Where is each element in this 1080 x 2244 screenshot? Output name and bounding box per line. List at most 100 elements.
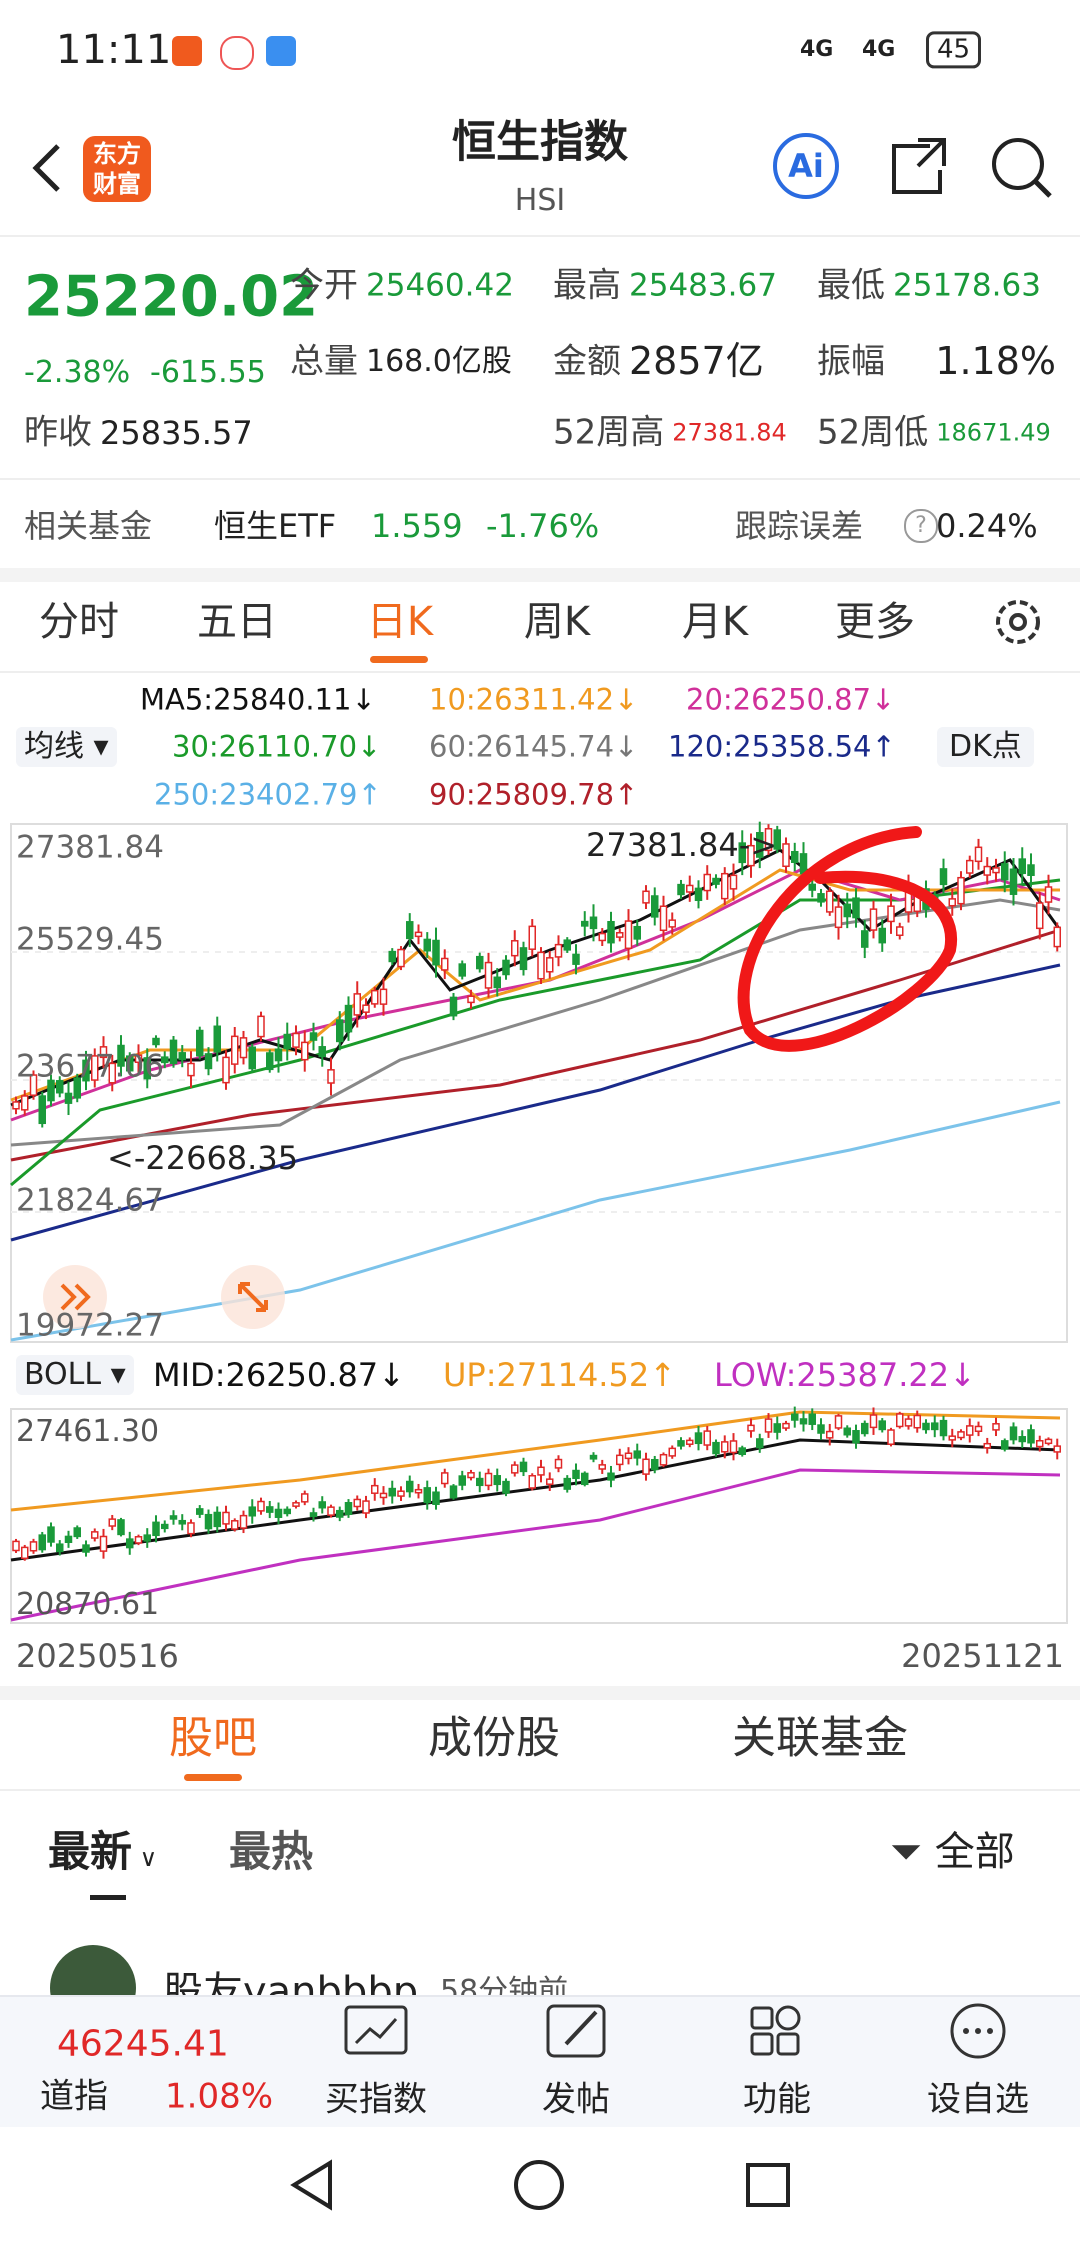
candle <box>344 1502 353 1515</box>
community-tab[interactable]: 关联基金 <box>732 1712 908 1764</box>
boll-selector[interactable]: BOLL ▾ <box>16 1355 134 1395</box>
logo[interactable]: 东方 财富 <box>83 136 151 202</box>
filter[interactable]: ⏷ 全部 <box>890 1829 1015 1875</box>
share-icon[interactable] <box>892 138 946 194</box>
candle <box>1018 1436 1026 1443</box>
candle <box>1001 1440 1009 1450</box>
boll-mid <box>10 1438 1061 1562</box>
help-icon[interactable]: ? <box>904 509 938 543</box>
settings-icon[interactable] <box>996 600 1040 644</box>
ma-legend: 10:26311.42↓ <box>429 682 639 717</box>
candle <box>99 1535 108 1552</box>
ma60 <box>10 898 1061 1147</box>
action-label[interactable]: 发帖 <box>542 2079 610 2120</box>
candle <box>607 1472 615 1481</box>
candle <box>642 890 650 904</box>
action-label[interactable]: 买指数 <box>325 2079 427 2120</box>
candle <box>29 1074 38 1096</box>
field-value: 27381.84 <box>672 418 787 447</box>
candle <box>869 908 878 931</box>
candle <box>572 953 580 965</box>
boll-low <box>10 1468 1061 1622</box>
action-label[interactable]: 设自选 <box>927 2079 1029 2120</box>
candle <box>948 1435 956 1441</box>
candle <box>852 897 860 919</box>
candle <box>152 1037 160 1046</box>
sort-latest[interactable]: 最新 ∨ <box>48 1826 158 1876</box>
candle <box>782 843 790 868</box>
candle <box>756 832 764 858</box>
y-axis-label: 27381.84 <box>16 829 164 866</box>
candle <box>318 1046 326 1058</box>
back-icon[interactable] <box>32 144 60 192</box>
candle <box>843 1427 851 1436</box>
field-value: 2857亿 <box>629 339 764 384</box>
candle <box>117 1519 125 1536</box>
candle <box>423 1487 431 1504</box>
index-name: 道指 <box>40 2076 108 2117</box>
period-tab[interactable]: 五日 <box>197 599 277 645</box>
candle <box>292 1502 300 1507</box>
candle <box>449 1485 458 1499</box>
high-note: 27381.84-> <box>586 825 778 864</box>
candle <box>712 877 720 885</box>
candle <box>694 1432 703 1445</box>
search-icon[interactable] <box>992 138 1044 190</box>
candle <box>204 1053 213 1070</box>
field-label: 52周高 <box>553 412 665 453</box>
community-tab[interactable]: 成份股 <box>428 1712 560 1764</box>
candle <box>21 1095 29 1111</box>
candle <box>931 1422 939 1431</box>
candle <box>248 1506 256 1517</box>
period-tab[interactable]: 日K <box>366 599 434 645</box>
price: 25220.02 <box>24 264 319 330</box>
ma90 <box>10 928 1061 1162</box>
candle <box>484 961 493 989</box>
candle <box>974 846 983 863</box>
candle <box>248 1046 256 1070</box>
fund-price: 1.559 <box>371 506 463 545</box>
field-label: 52周低 <box>817 412 929 453</box>
candle <box>677 883 685 896</box>
candle <box>581 1472 589 1486</box>
candle <box>257 1015 265 1038</box>
candle <box>222 1511 230 1525</box>
candle <box>878 1420 886 1431</box>
candle <box>817 893 825 903</box>
candle <box>64 1535 73 1544</box>
candle <box>546 1478 554 1485</box>
candle <box>712 1441 720 1455</box>
divider <box>0 1789 1080 1791</box>
change: -615.55 <box>150 355 266 390</box>
candle <box>266 1052 274 1071</box>
candle <box>817 1424 825 1434</box>
candle <box>633 1450 641 1459</box>
period-tab[interactable]: 月K <box>681 599 749 645</box>
low-note: <-22668.35 <box>107 1138 299 1177</box>
candle <box>423 938 431 952</box>
index-price[interactable]: 46245.41 <box>57 2023 229 2065</box>
candle <box>1044 1438 1053 1445</box>
dk-button[interactable]: DK点 <box>937 727 1034 767</box>
candle <box>983 1442 991 1449</box>
candle <box>432 1491 440 1505</box>
candle <box>799 1418 808 1425</box>
action-label[interactable]: 功能 <box>743 2079 811 2120</box>
candle <box>826 890 834 913</box>
sort-hot[interactable]: 最热 <box>229 1826 314 1876</box>
candle <box>292 1032 300 1048</box>
candle <box>791 1413 799 1421</box>
candle <box>563 1477 571 1490</box>
ma-selector[interactable]: 均线 ▾ <box>16 727 117 767</box>
app-icon <box>266 36 296 66</box>
candle <box>414 1488 423 1494</box>
candle <box>309 1032 318 1041</box>
ai-button[interactable]: Ai <box>773 133 839 199</box>
period-tab[interactable]: 更多 <box>835 599 915 645</box>
period-tab[interactable]: 分时 <box>39 599 119 645</box>
period-tab[interactable]: 周K <box>523 599 591 645</box>
community-tab[interactable]: 股吧 <box>169 1712 257 1764</box>
candle <box>992 867 1000 874</box>
candle <box>878 927 886 944</box>
